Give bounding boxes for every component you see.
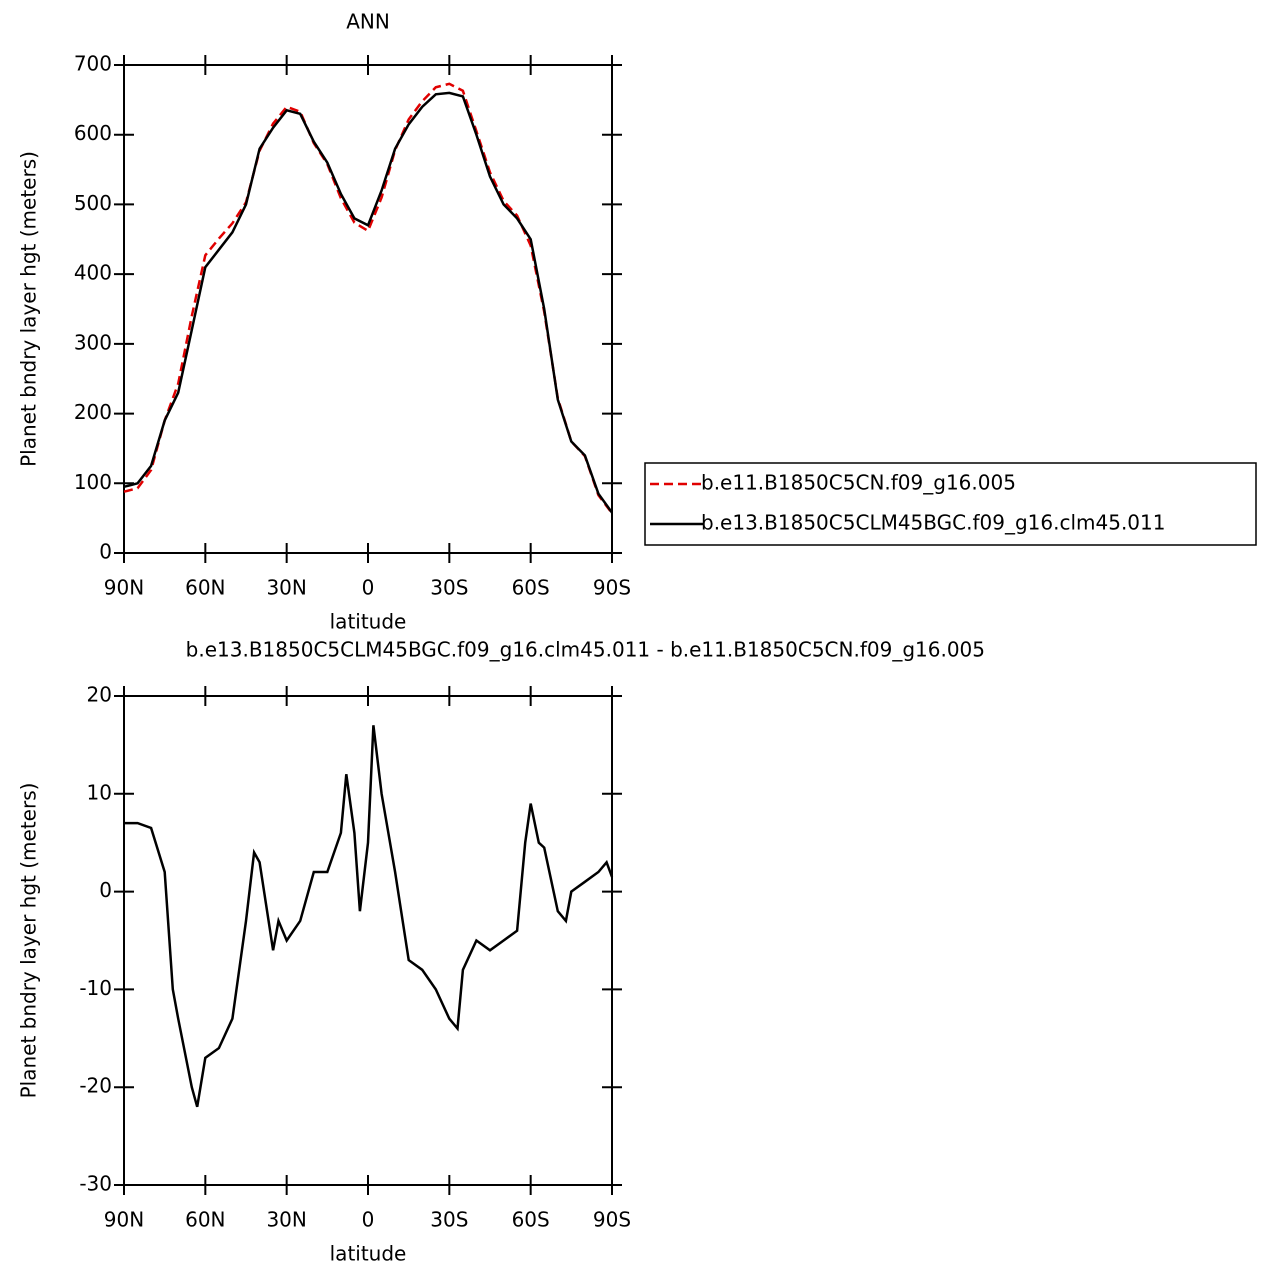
y-tick-label: 700: [74, 52, 112, 76]
chart-title: ANN: [346, 10, 390, 34]
x-tick-label: 60N: [185, 576, 225, 600]
legend-label: b.e11.B1850C5CN.f09_g16.005: [701, 471, 1016, 495]
x-tick-label: 90N: [104, 576, 144, 600]
x-tick-label: 90S: [593, 1208, 631, 1232]
y-axis-label: Planet bndry layer hgt (meters): [17, 151, 41, 467]
plot-frame: [123, 64, 613, 554]
x-tick-label: 30N: [266, 576, 306, 600]
x-tick-label: 60S: [512, 576, 550, 600]
x-tick-label: 90N: [104, 1208, 144, 1232]
y-tick-label: 500: [74, 191, 112, 215]
y-tick-label: 0: [99, 540, 112, 564]
legend-box: [644, 462, 1257, 546]
y-tick-label: 0: [99, 878, 112, 902]
y-tick-label: 400: [74, 261, 112, 285]
x-tick-label: 60S: [512, 1208, 550, 1232]
data-line: [124, 725, 614, 1108]
y-tick-label: -20: [79, 1074, 112, 1098]
plot-frame: [123, 695, 613, 1186]
x-tick-label: 0: [362, 1208, 375, 1232]
y-tick-label: 200: [74, 400, 112, 424]
y-tick-label: 20: [87, 683, 112, 707]
y-tick-label: 100: [74, 470, 112, 494]
x-tick-label: 30N: [266, 1208, 306, 1232]
x-tick-label: 30S: [430, 1208, 468, 1232]
x-axis-label: latitude: [330, 1242, 407, 1266]
x-tick-label: 60N: [185, 1208, 225, 1232]
y-tick-label: -30: [79, 1172, 112, 1196]
data-line: [123, 82, 614, 515]
y-tick-label: 10: [87, 780, 112, 804]
chart-title: b.e13.B1850C5CLM45BGC.f09_g16.clm45.011 …: [186, 638, 985, 662]
data-line: [123, 91, 614, 514]
y-tick-label: -10: [79, 976, 112, 1000]
x-tick-label: 30S: [430, 576, 468, 600]
y-axis-label: Planet bndry layer hgt (meters): [17, 783, 41, 1099]
x-axis-label: latitude: [330, 610, 407, 634]
y-tick-label: 300: [74, 330, 112, 354]
y-tick-label: 600: [74, 121, 112, 145]
legend-label: b.e13.B1850C5CLM45BGC.f09_g16.clm45.011: [701, 511, 1165, 535]
x-tick-label: 0: [362, 576, 375, 600]
x-tick-label: 90S: [593, 576, 631, 600]
